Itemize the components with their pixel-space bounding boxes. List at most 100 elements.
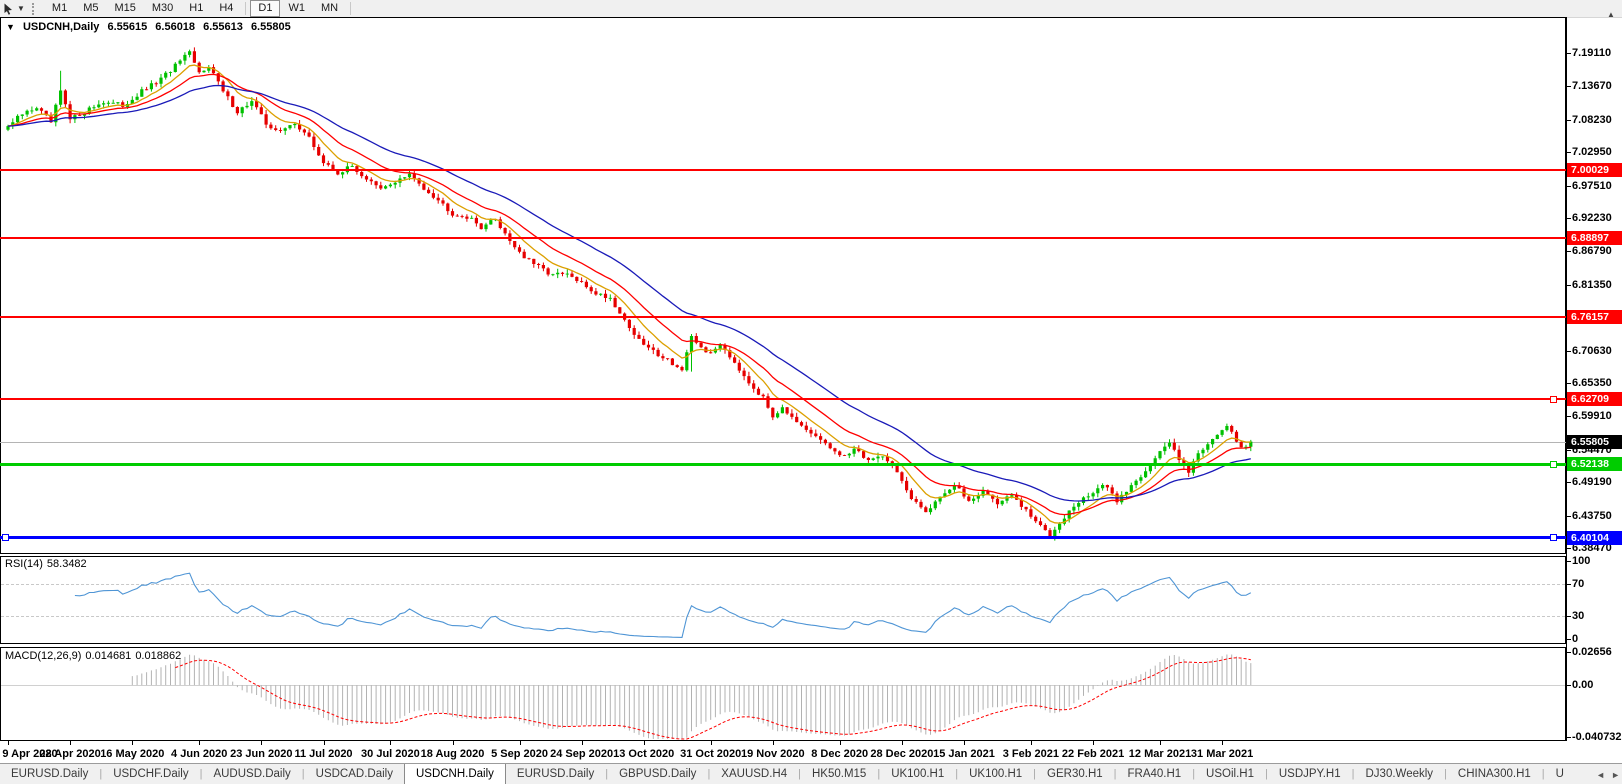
price-tick-label: 7.02950 bbox=[1567, 146, 1622, 158]
price-tick-label: 6.43750 bbox=[1567, 510, 1622, 522]
timeframe-m30-button[interactable]: M30 bbox=[151, 2, 174, 14]
tab-separator: | bbox=[1264, 768, 1268, 780]
chart-tab-hk50.m15[interactable]: HK50.M15 bbox=[811, 768, 867, 780]
timeframe-m5-button[interactable]: M5 bbox=[83, 2, 99, 14]
cursor-arrow-icon bbox=[4, 3, 12, 15]
line-drag-handle[interactable] bbox=[2, 534, 9, 542]
chart-tab-usdchf.daily[interactable]: USDCHF.Daily bbox=[113, 768, 189, 780]
line-drag-handle[interactable] bbox=[1550, 534, 1557, 542]
date-label: 15 Jan 2021 bbox=[933, 748, 995, 760]
horizontal-line-6.88897[interactable] bbox=[0, 237, 1566, 240]
chart-tabs: EURUSD.Daily | USDCHF.Daily | AUDUSD.Daily | U… bbox=[0, 764, 1575, 784]
date-label: 19 Nov 2020 bbox=[740, 748, 805, 760]
chart-tab-usdcnh.daily[interactable]: USDCNH.Daily bbox=[403, 764, 506, 784]
date-tick bbox=[1160, 741, 1161, 745]
date-tick bbox=[710, 741, 712, 745]
tab-separator: | bbox=[301, 768, 305, 780]
chart-tab-dj30.weekly[interactable]: DJ30.Weekly bbox=[1365, 768, 1434, 780]
price-tick-label: 7.08230 bbox=[1567, 114, 1622, 126]
tab-separator: | bbox=[1192, 768, 1196, 780]
price-line-badge: 6.40104 bbox=[1567, 530, 1622, 545]
quote-close: 6.55805 bbox=[250, 21, 291, 33]
tab-separator: | bbox=[605, 768, 609, 780]
price-axis-border bbox=[1566, 17, 1567, 741]
rsi-indicator-pane[interactable] bbox=[0, 556, 1566, 644]
line-drag-handle[interactable] bbox=[1550, 395, 1557, 403]
rsi-tick-label: 30 bbox=[1567, 610, 1622, 622]
timeframe-m1-button[interactable]: M1 bbox=[51, 2, 68, 14]
symbol-period-label: USDCNH,Daily bbox=[22, 21, 100, 33]
line-drag-handle[interactable] bbox=[1550, 460, 1557, 468]
toolbar-separator bbox=[245, 2, 247, 15]
chart-tab-bar: EURUSD.Daily | USDCHF.Daily | AUDUSD.Daily | U… bbox=[0, 763, 1622, 784]
price-tick-label: 6.49190 bbox=[1567, 476, 1622, 488]
horizontal-line-6.62709[interactable] bbox=[0, 398, 1566, 401]
chart-scroll-marker-icon[interactable]: ▲ bbox=[1607, 10, 1615, 19]
rsi-tick-label: 100 bbox=[1567, 555, 1622, 567]
macd-signal-value: 0.018862 bbox=[135, 650, 182, 662]
price-tick-label: 6.97510 bbox=[1567, 180, 1622, 192]
tab-scroll-arrows: ◄ ► bbox=[1590, 764, 1620, 784]
chart-tab-xauusd.h4[interactable]: XAUUSD.H4 bbox=[721, 768, 788, 780]
price-line-badge: 6.62709 bbox=[1567, 392, 1622, 407]
tab-separator: | bbox=[1444, 768, 1447, 780]
horizontal-line-7.00029[interactable] bbox=[0, 169, 1566, 172]
timeframe-h4-button[interactable]: H4 bbox=[219, 2, 234, 14]
timeframe-h1-button[interactable]: H1 bbox=[189, 2, 204, 14]
chart-tab-china300.h1[interactable]: CHINA300.H1 bbox=[1457, 768, 1531, 780]
chart-tab-usoil.h1[interactable]: USOil.H1 bbox=[1206, 768, 1254, 780]
date-label: 9 Apr 2020 bbox=[2, 748, 58, 760]
current-price-badge: 6.55805 bbox=[1567, 434, 1622, 449]
chart-tab-audusd.daily[interactable]: AUDUSD.Daily bbox=[213, 768, 291, 780]
date-tick bbox=[1222, 741, 1224, 745]
rsi-level-line bbox=[1, 615, 1565, 617]
chart-tab-uk100.h1[interactable]: UK100.H1 bbox=[891, 768, 945, 780]
date-tick bbox=[132, 741, 134, 745]
macd-tick-label: 0.02656 bbox=[1567, 646, 1622, 658]
price-chart-pane[interactable] bbox=[0, 17, 1566, 554]
cursor-tool-button[interactable]: ▼ bbox=[0, 3, 28, 15]
quote-high: 6.56018 bbox=[155, 21, 196, 33]
price-tick-label: 6.86790 bbox=[1567, 245, 1622, 257]
toolbar-grip-icon[interactable] bbox=[31, 2, 38, 15]
timeframe-toolbar: ▼ M1 M5 M15 M30 H1 H4 D1 W1 MN bbox=[0, 0, 1622, 18]
macd-tick-label: 0.00 bbox=[1567, 679, 1622, 691]
date-tick bbox=[643, 741, 645, 745]
horizontal-line-6.76157[interactable] bbox=[0, 315, 1566, 318]
tab-separator: | bbox=[707, 768, 711, 780]
chart-tab-usdjpy.h1[interactable]: USDJPY.H1 bbox=[1278, 768, 1341, 780]
date-tick bbox=[1093, 741, 1095, 745]
chart-tab-gbpusd.daily[interactable]: GBPUSD.Daily bbox=[619, 768, 697, 780]
timeframe-w1-button[interactable]: W1 bbox=[288, 2, 305, 14]
symbol-dropdown-icon[interactable]: ▼ bbox=[6, 22, 15, 32]
chart-tab-usdcad.daily[interactable]: USDCAD.Daily bbox=[315, 768, 393, 780]
timeframe-m15-button[interactable]: M15 bbox=[114, 2, 136, 14]
chart-tab-uk100.h1[interactable]: UK100.H1 bbox=[969, 768, 1023, 780]
timeframe-mn-button[interactable]: MN bbox=[320, 2, 339, 14]
chart-tab-eurusd.daily[interactable]: EURUSD.Daily bbox=[11, 768, 89, 780]
date-label: 18 Aug 2020 bbox=[420, 748, 485, 760]
date-tick bbox=[772, 741, 774, 745]
tab-scroll-left-icon[interactable]: ◄ bbox=[1596, 769, 1606, 780]
date-tick bbox=[581, 741, 583, 745]
chart-tab-fra40.h1[interactable]: FRA40.H1 bbox=[1127, 768, 1182, 780]
chevron-down-icon: ▼ bbox=[17, 4, 25, 13]
price-tick-label: 6.70630 bbox=[1567, 345, 1622, 357]
date-label: 4 Jun 2020 bbox=[171, 748, 228, 760]
chart-tab-u[interactable]: U bbox=[1555, 768, 1564, 780]
date-label: 16 May 2020 bbox=[100, 748, 165, 760]
horizontal-line-6.52138[interactable] bbox=[0, 462, 1566, 466]
price-tick-label: 6.59910 bbox=[1567, 410, 1622, 422]
horizontal-line-6.40104[interactable] bbox=[0, 536, 1566, 540]
timeframe-d1-button[interactable]: D1 bbox=[250, 0, 281, 17]
date-label: 31 Mar 2021 bbox=[1190, 748, 1254, 760]
macd-indicator-pane[interactable] bbox=[0, 647, 1566, 741]
date-tick bbox=[452, 741, 454, 745]
price-line-badge: 7.00029 bbox=[1567, 163, 1622, 178]
date-label: 11 Jul 2020 bbox=[294, 748, 353, 760]
chart-tab-ger30.h1[interactable]: GER30.H1 bbox=[1047, 768, 1103, 780]
chart-tab-eurusd.daily[interactable]: EURUSD.Daily bbox=[516, 768, 595, 780]
tab-scroll-right-icon[interactable]: ► bbox=[1611, 769, 1620, 780]
price-tick-label: 6.65350 bbox=[1567, 377, 1622, 389]
